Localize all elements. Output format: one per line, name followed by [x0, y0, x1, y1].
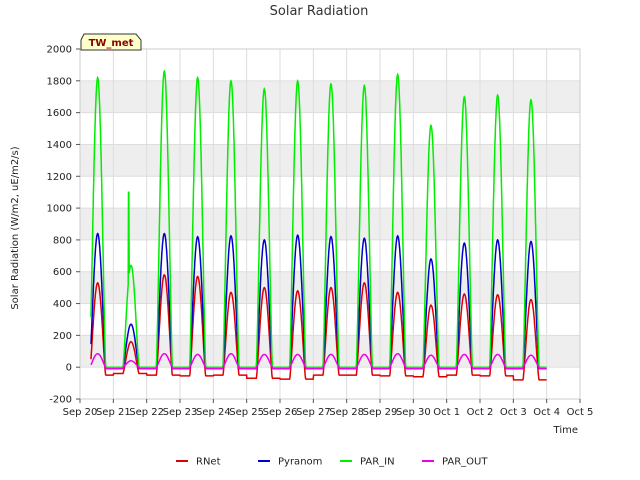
- x-tick-label: Oct 5: [567, 407, 594, 418]
- x-tick-label: Sep 24: [196, 407, 231, 418]
- y-tick-label: 1400: [47, 140, 72, 151]
- plot-band: [80, 112, 580, 145]
- x-tick-label: Oct 2: [467, 407, 494, 418]
- x-tick-label: Oct 4: [533, 407, 560, 418]
- legend-label: PAR_OUT: [442, 457, 488, 468]
- x-tick-label: Sep 21: [96, 407, 131, 418]
- plot-band: [80, 176, 580, 209]
- y-tick-label: 1800: [47, 76, 72, 87]
- plot-band: [80, 367, 580, 399]
- x-axis-label: Time: [553, 425, 578, 436]
- x-tick-label: Sep 22: [129, 407, 164, 418]
- station-label-box: TW_met: [80, 33, 142, 51]
- legend-label: Pyranom: [278, 457, 322, 468]
- series-line-rnet: [90, 273, 547, 381]
- chart-title: Solar Radiation: [270, 4, 369, 19]
- series-layer: [90, 69, 547, 381]
- y-tick-label: 600: [53, 267, 72, 278]
- legend: RNet Pyranom PAR_IN PAR_OUT: [176, 457, 488, 468]
- x-tick-label: Sep 29: [363, 407, 398, 418]
- x-tick-label: Sep 28: [329, 407, 364, 418]
- y-tick-label: 800: [53, 235, 72, 246]
- x-tick-label: Sep 30: [396, 407, 431, 418]
- plot-band: [80, 335, 580, 368]
- series-line-par_out: [90, 352, 547, 370]
- y-tick-label: 400: [53, 299, 72, 310]
- x-tick-label: Sep 25: [229, 407, 264, 418]
- x-tick-label: Oct 3: [500, 407, 527, 418]
- y-tick-label: 1000: [47, 204, 72, 215]
- y-tick-label: 1600: [47, 108, 72, 119]
- plot-band: [80, 208, 580, 240]
- station-label: TW_met: [89, 38, 134, 49]
- y-tick-label: 200: [53, 331, 72, 342]
- y-axis-ticks: -200 0 200 400 600 800 1000 1200 1400 1600 1800 200…: [47, 45, 80, 406]
- x-tick-label: Sep 27: [296, 407, 331, 418]
- y-tick-label: 1200: [47, 172, 72, 183]
- plot-frame: [79, 48, 581, 400]
- x-tick-label: Sep 23: [163, 407, 198, 418]
- x-tick-label: Oct 1: [433, 407, 460, 418]
- plot-band: [80, 303, 580, 336]
- y-tick-label: 0: [66, 363, 72, 374]
- plot-band: [80, 49, 580, 81]
- y-axis-label: Solar Radiation (W/m2, uE/m2/s): [10, 146, 21, 309]
- y-tick-label: -200: [49, 395, 72, 406]
- y-tick-label: 2000: [47, 45, 72, 56]
- x-tick-label: Sep 20: [63, 407, 98, 418]
- plot-band: [80, 144, 580, 177]
- legend-label: RNet: [196, 457, 221, 468]
- legend-label: PAR_IN: [360, 457, 395, 468]
- series-line-par_in: [90, 69, 547, 368]
- x-tick-label: Sep 26: [263, 407, 298, 418]
